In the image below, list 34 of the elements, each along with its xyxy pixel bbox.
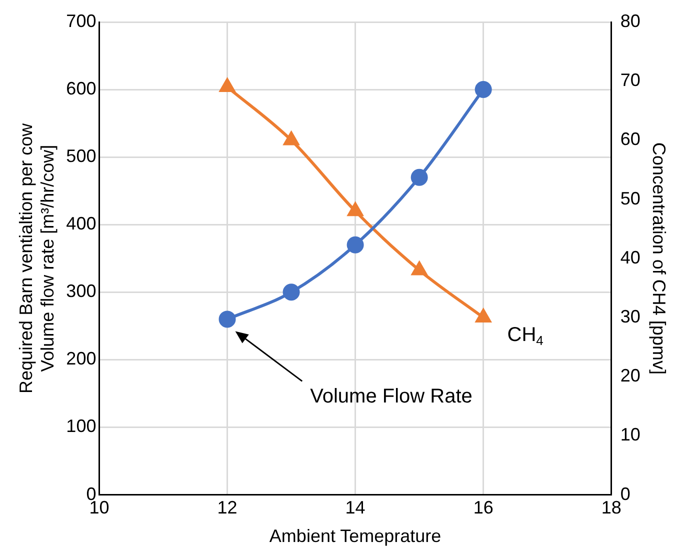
point bbox=[412, 262, 427, 276]
point bbox=[476, 309, 491, 322]
x-tick-label: 14 bbox=[345, 498, 366, 518]
x-tick-label: 18 bbox=[601, 498, 622, 518]
y2-tick-label: 50 bbox=[620, 188, 640, 208]
point bbox=[284, 132, 299, 146]
y-tick-label: 200 bbox=[66, 348, 96, 369]
point bbox=[282, 284, 300, 301]
y-tick-label: 700 bbox=[66, 10, 96, 31]
annotation: Volume Flow Rate bbox=[310, 386, 472, 408]
x-tick-label: 16 bbox=[473, 498, 494, 518]
y-axis-title: Required Barn ventialtion per cow Volume flow rate [m³/hr/cow] bbox=[16, 122, 58, 394]
y2-tick-label: 40 bbox=[620, 247, 640, 268]
y2-tick-label: 70 bbox=[620, 70, 640, 90]
y2-tick-label: 80 bbox=[620, 10, 640, 31]
y-tick-label: 400 bbox=[66, 214, 96, 234]
x-axis-title: Ambient Temeprature bbox=[269, 526, 442, 546]
point bbox=[346, 236, 364, 254]
x-tick-label: 12 bbox=[217, 498, 238, 518]
point bbox=[218, 310, 236, 328]
y2-tick-label: 0 bbox=[620, 484, 630, 504]
point bbox=[474, 81, 492, 98]
y2-tick-label: 20 bbox=[620, 366, 640, 386]
y2-tick-label: 30 bbox=[620, 306, 640, 326]
y-tick-label: 500 bbox=[66, 146, 96, 166]
y-tick-label: 600 bbox=[66, 78, 96, 99]
point bbox=[220, 78, 235, 92]
point bbox=[410, 168, 428, 186]
y-tick-label: 100 bbox=[66, 416, 96, 436]
y2-tick-label: 60 bbox=[620, 129, 640, 150]
y-tick-label: 300 bbox=[66, 281, 96, 302]
y2-axis-title: Concentration of CH4 [ppmv] bbox=[649, 142, 670, 374]
y2-tick-label: 10 bbox=[620, 424, 640, 445]
point bbox=[348, 202, 363, 216]
